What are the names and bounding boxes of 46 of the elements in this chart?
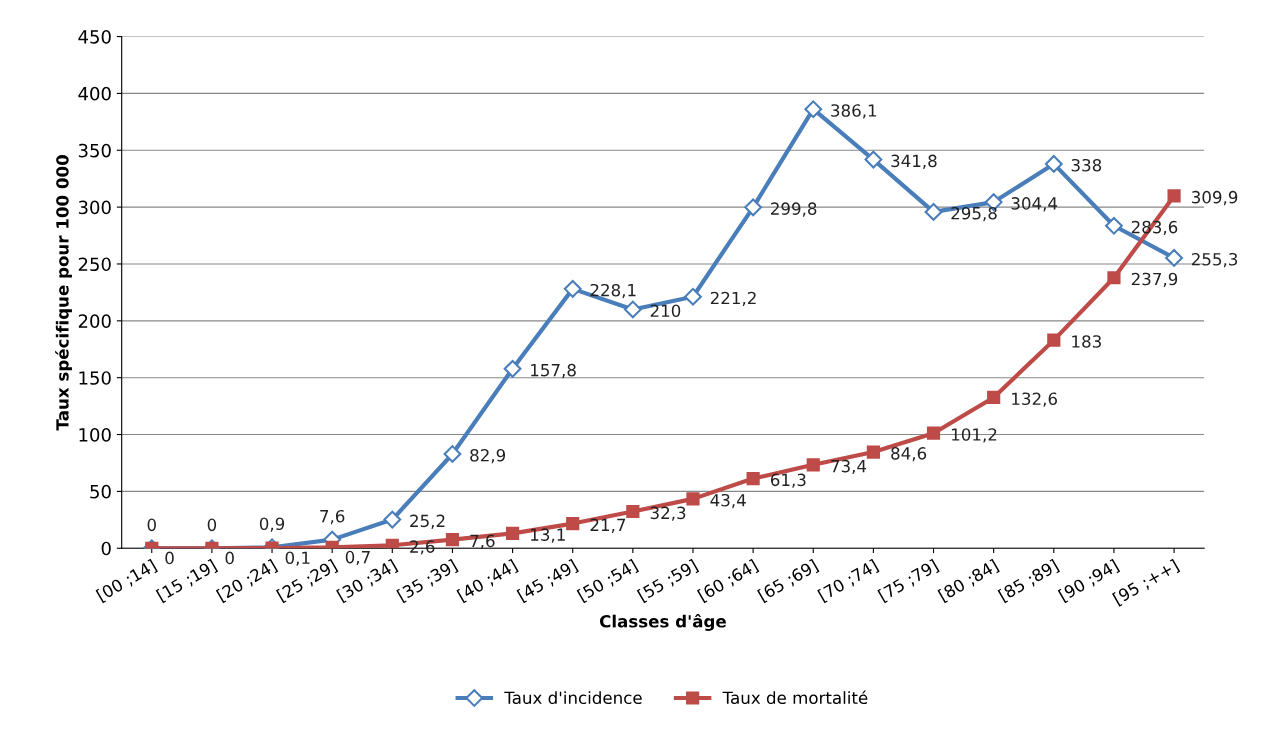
data-label: 386,1 — [831, 104, 877, 119]
y-tick-label: 300 — [78, 200, 111, 215]
data-label: 84,6 — [891, 447, 927, 462]
y-tick-label: 400 — [78, 86, 111, 101]
legend-label: Taux d'incidence — [504, 691, 642, 705]
data-label: 0 — [225, 551, 234, 565]
y-tick-label: 450 — [78, 30, 111, 44]
data-label: 132,6 — [1012, 392, 1057, 407]
data-label: 255,3 — [1191, 252, 1238, 268]
y-tick-label: 100 — [79, 428, 111, 442]
data-label: 73,4 — [831, 459, 867, 475]
y-tick-label: 50 — [90, 484, 111, 499]
y-tick-label: 150 — [79, 371, 111, 385]
x-axis-title: Classes d'âge — [599, 614, 726, 631]
data-label: 101,2 — [952, 428, 997, 443]
data-label: 32,3 — [650, 506, 686, 521]
data-label: 228,1 — [590, 283, 636, 299]
data-label: 338 — [1071, 158, 1102, 172]
data-label: 299,8 — [771, 202, 817, 217]
data-label: 7,6 — [470, 534, 495, 549]
data-label: 221,2 — [710, 291, 756, 307]
data-label: 43,4 — [710, 493, 746, 509]
data-label: 157,8 — [531, 363, 576, 379]
data-label: 210 — [650, 304, 681, 318]
data-label: 25,2 — [410, 514, 445, 529]
y-tick-label: 250 — [78, 257, 111, 272]
legend-label: Taux de mortalité — [722, 690, 868, 705]
data-label: 82,9 — [470, 448, 506, 464]
y-tick-label: 0 — [101, 541, 111, 556]
data-label: 0 — [147, 518, 156, 532]
y-tick-label: 200 — [78, 314, 111, 328]
data-label: 304,4 — [1011, 197, 1058, 212]
data-label: 7,6 — [320, 509, 345, 525]
data-label: 61,3 — [770, 473, 806, 488]
data-label: 341,8 — [891, 154, 937, 169]
data-label: 13,1 — [531, 528, 565, 543]
data-label: 0 — [207, 518, 217, 532]
y-tick-label: 350 — [78, 143, 111, 158]
y-axis-title: Taux spécifique pour 100 000 — [55, 155, 72, 431]
data-label: 309,9 — [1192, 190, 1238, 206]
data-label: 0 — [165, 551, 174, 565]
data-label: 183 — [1072, 335, 1101, 348]
data-label: 237,9 — [1131, 272, 1178, 288]
data-label: 21,7 — [590, 518, 626, 533]
data-label: 295,8 — [951, 206, 997, 222]
data-label: 0,9 — [259, 517, 285, 532]
